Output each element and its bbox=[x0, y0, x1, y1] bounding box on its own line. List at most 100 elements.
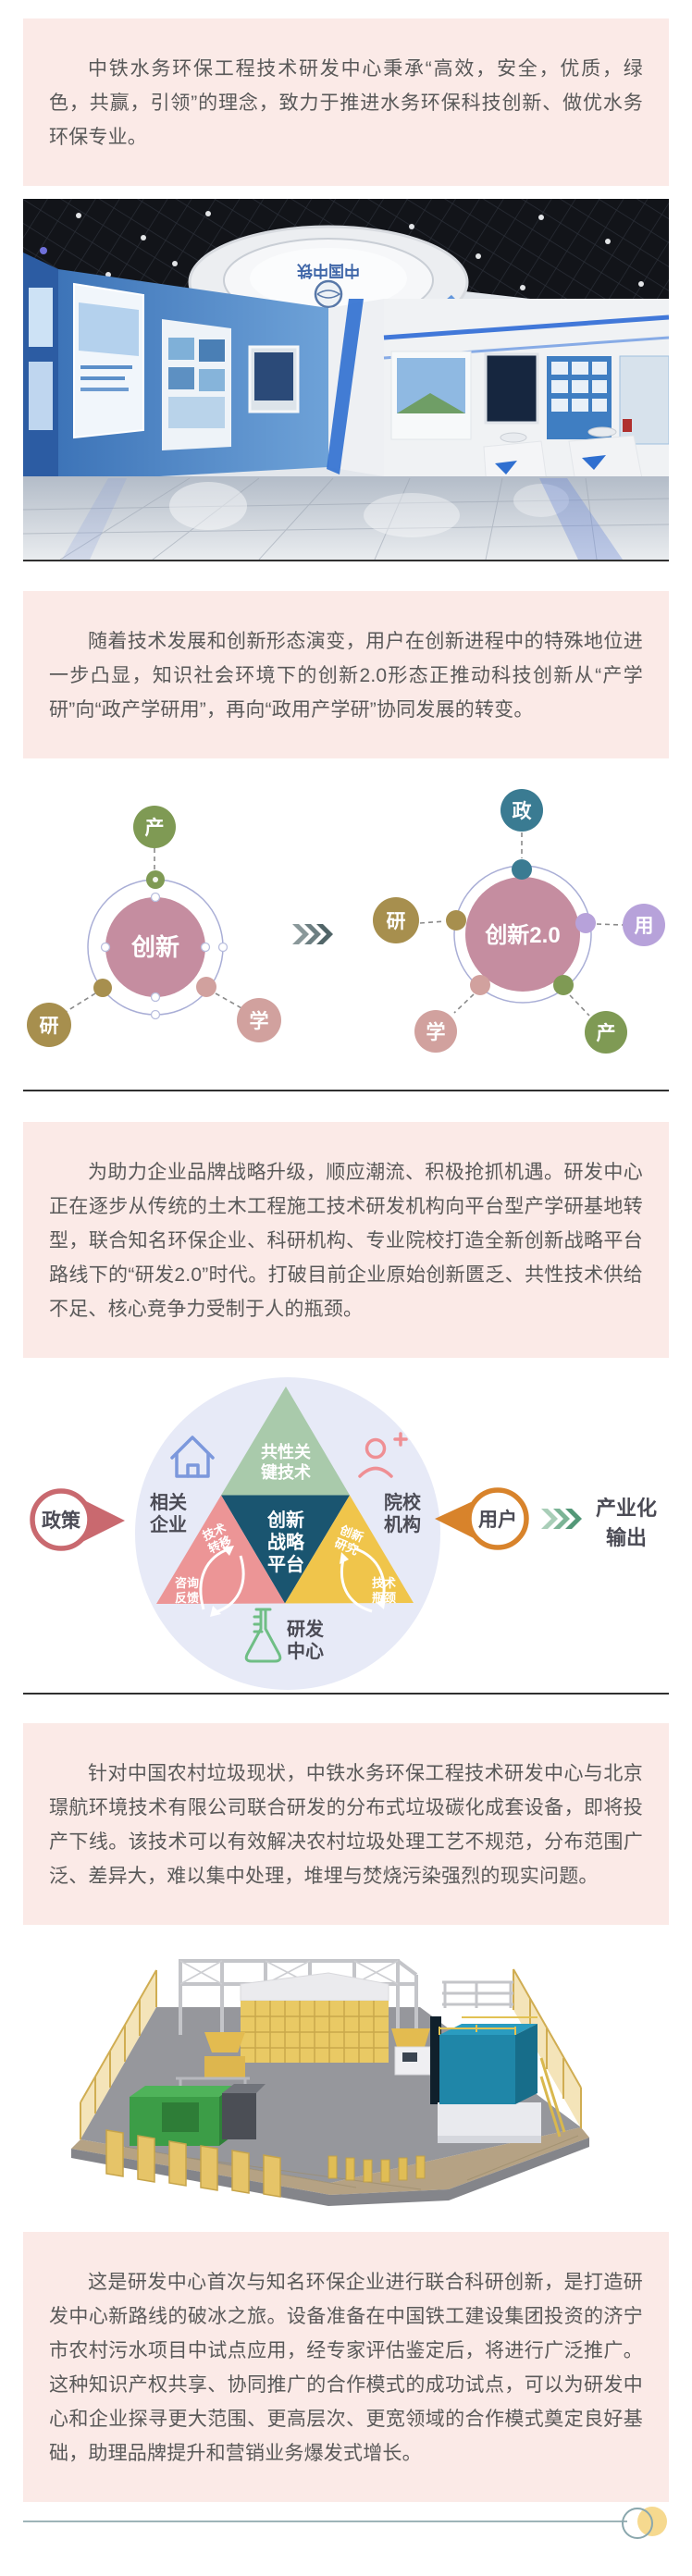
intro-paragraph-block: 中铁水务环保工程技术研发中心秉承“高效，安全，优质，绿色，共赢，引领”的理念，致… bbox=[23, 18, 669, 186]
floor bbox=[23, 476, 669, 560]
exhibition-hall-illustration: 中国中铁 bbox=[23, 199, 669, 560]
industry-label: 产 bbox=[145, 817, 165, 839]
common-tech-label-line1: 共性关 bbox=[261, 1442, 311, 1461]
equipment-3d-render[interactable] bbox=[23, 1947, 669, 2221]
industry-circle bbox=[585, 1011, 627, 1054]
left-display-wall bbox=[58, 269, 328, 482]
output-chevrons-icon bbox=[541, 1509, 582, 1529]
strategy-platform-svg: 共性关 键技术 创新 战略 平台 技术 转移 咨询 反馈 创新 研究 技术 瓶颈 bbox=[30, 1377, 657, 1690]
equipment-3d-svg bbox=[71, 1959, 589, 2206]
equipment-paragraph-block: 针对中国农村垃圾现状，中铁水务环保工程技术研发中心与北京璟航环境技术有限公司联合… bbox=[23, 1723, 669, 1925]
platform-label-line1: 创新 bbox=[266, 1509, 304, 1531]
paragraph-text: 随着技术发展和创新形态演变，用户在创新进程中的特殊地位进一步凸显，知识社会环境下… bbox=[49, 631, 643, 721]
left-hopper bbox=[204, 2032, 245, 2052]
innovation-paragraph-block: 随着技术发展和创新形态演变，用户在创新进程中的特殊地位进一步凸显，知识社会环境下… bbox=[23, 591, 669, 758]
academia-label: 学 bbox=[250, 1010, 269, 1032]
house-icon bbox=[170, 1436, 215, 1478]
exhibition-hall-photo[interactable]: 中国中铁 bbox=[23, 199, 669, 560]
cooperation-paragraph-block: 这是研发中心首次与知名环保企业进行联合科研创新，是打造研发中心新路线的破冰之旅。… bbox=[23, 2232, 669, 2502]
company-label-line2: 企业 bbox=[149, 1513, 187, 1535]
academia-label: 学 bbox=[426, 1021, 446, 1043]
shredder-box bbox=[204, 2056, 245, 2078]
policy-pointer: 政策 bbox=[30, 1488, 125, 1551]
section-divider bbox=[23, 1090, 669, 1091]
right-fence bbox=[513, 1968, 582, 2128]
paragraph-text: 中铁水务环保工程技术研发中心秉承“高效，安全，优质，绿色，共赢，引领”的理念，致… bbox=[49, 58, 643, 148]
innovation2-core-circle bbox=[465, 877, 580, 992]
paragraph-text: 针对中国农村垃圾现状，中铁水务环保工程技术研发中心与北京璟航环境技术有限公司联合… bbox=[49, 1763, 643, 1887]
paragraph-text: 为助力企业品牌战略升级，顺应潮流、积极抢抓机遇。研发中心正在逐步从传统的土木工程… bbox=[49, 1162, 643, 1320]
user-pointer: 用户 bbox=[435, 1487, 529, 1550]
policy-label: 政策 bbox=[42, 1510, 81, 1532]
left-fence bbox=[80, 1969, 157, 2139]
company-label-line1: 相关 bbox=[150, 1491, 187, 1513]
user-label: 用户 bbox=[478, 1509, 517, 1531]
small-posts bbox=[327, 2155, 426, 2183]
government-label: 政 bbox=[513, 800, 533, 822]
paragraph-text: 这是研发中心首次与知名环保企业进行联合科研创新，是打造研发中心新路线的破冰之旅。… bbox=[49, 2272, 643, 2464]
tank-stairs bbox=[539, 2057, 566, 2138]
output-label-line2: 输出 bbox=[606, 1526, 647, 1549]
section-divider bbox=[23, 1693, 669, 1695]
right-hopper bbox=[391, 2028, 430, 2047]
platform-label-line3: 平台 bbox=[267, 1553, 304, 1575]
blue-tank bbox=[430, 2016, 566, 2143]
tech-transfer-label: 技术 转移 bbox=[201, 1521, 234, 1556]
research-circle bbox=[27, 1003, 71, 1047]
dark-machine bbox=[222, 2084, 266, 2139]
innovation-platform-triangle bbox=[221, 1495, 350, 1604]
transition-chevrons-icon bbox=[292, 924, 333, 944]
footer-outline-circle-icon bbox=[622, 2508, 653, 2539]
left-wall bbox=[23, 253, 58, 515]
person-plus-icon bbox=[358, 1432, 408, 1478]
innovation-evolution-svg: 创新 产 研 学 bbox=[27, 789, 665, 1054]
cycle-arrows bbox=[199, 1547, 386, 1615]
tech-transfer-triangle bbox=[156, 1495, 285, 1604]
user-circle bbox=[623, 904, 665, 946]
industry-circle bbox=[133, 806, 176, 848]
innovation2-core-label: 创新2.0 bbox=[484, 922, 560, 948]
front-fence-panels bbox=[105, 2129, 281, 2198]
research-label: 研 bbox=[387, 911, 406, 932]
cycle-arrowheads bbox=[210, 1546, 386, 1617]
consult-feedback-line1: 咨询 bbox=[175, 1576, 199, 1590]
footer-decoration bbox=[23, 2506, 669, 2539]
ring-dots bbox=[100, 892, 229, 1020]
strategy-platform-diagram[interactable]: 共性关 键技术 创新 战略 平台 技术 转移 咨询 反馈 创新 研究 技术 瓶颈 bbox=[23, 1367, 669, 1693]
user-label: 用 bbox=[635, 916, 654, 937]
innovation-core-circle bbox=[105, 897, 205, 997]
shelf-room bbox=[442, 1980, 513, 2008]
footer-line bbox=[23, 2521, 627, 2522]
grid-wall-lines bbox=[241, 2001, 389, 2063]
industry-label: 产 bbox=[597, 1022, 616, 1044]
roof-panel bbox=[240, 1972, 389, 2002]
innovation-evolution-diagram[interactable]: 创新 产 研 学 bbox=[23, 784, 669, 1090]
innovation-2x-cluster: 创新2.0 政 研 用 学 产 bbox=[373, 789, 665, 1054]
tank-railing bbox=[439, 2016, 538, 2035]
college-label-line1: 院校 bbox=[384, 1491, 422, 1513]
innovation-core-label: 创新 bbox=[130, 933, 179, 961]
article-page: 中铁水务环保工程技术研发中心秉承“高效，安全，优质，绿色，共赢，引领”的理念，致… bbox=[0, 18, 692, 2539]
academia-circle bbox=[414, 1010, 457, 1053]
innovation-1x-cluster: 创新 产 研 学 bbox=[27, 806, 281, 1047]
globe-emblem-icon bbox=[314, 279, 343, 309]
common-tech-label-line2: 键技术 bbox=[260, 1462, 311, 1482]
ceiling-logo-text: 中国中铁 bbox=[297, 262, 360, 280]
section-divider bbox=[23, 560, 669, 561]
rnd-label-line2: 中心 bbox=[287, 1640, 324, 1662]
common-key-tech-triangle bbox=[221, 1387, 350, 1496]
academia-circle bbox=[237, 998, 281, 1042]
research-circle bbox=[373, 897, 419, 943]
slab-edge bbox=[71, 2138, 589, 2206]
government-circle bbox=[500, 789, 543, 832]
consult-feedback-line2: 反馈 bbox=[175, 1591, 199, 1605]
college-label-line2: 机构 bbox=[384, 1513, 421, 1535]
output-label-line1: 产业化 bbox=[596, 1497, 657, 1520]
rnd-label-line1: 研发 bbox=[287, 1618, 325, 1640]
platform-label-line2: 战略 bbox=[267, 1531, 305, 1553]
platform-paragraph-block: 为助力企业品牌战略升级，顺应潮流、积极抢抓机遇。研发中心正在逐步从传统的土木工程… bbox=[23, 1122, 669, 1358]
center-partition bbox=[327, 299, 384, 476]
research-label: 研 bbox=[40, 1016, 59, 1037]
wood-deck bbox=[71, 2127, 589, 2195]
flask-icon bbox=[244, 1608, 282, 1663]
